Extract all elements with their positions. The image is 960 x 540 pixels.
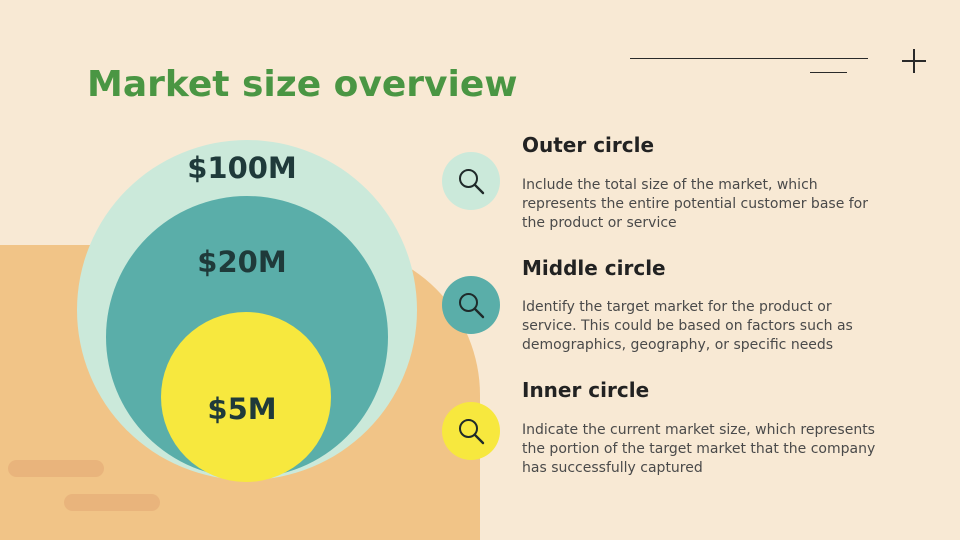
middle-circle-heading: Middle circle [522,256,666,280]
inner-circle [161,312,331,482]
search-icon [459,419,485,445]
inner-circle-description: Indicate the current market size, which … [522,422,876,476]
middle-search-icon-badge [442,276,500,334]
outer-circle-value: $100M [187,151,297,185]
middle-circle-description: Identify the target market for the produ… [522,299,853,353]
outer-circle-description: Include the total size of the market, wh… [522,177,869,231]
search-icon [459,293,485,319]
decorative-pill [64,494,160,511]
plus-icon [902,49,926,73]
decorative-line [810,72,847,73]
decorative-line [630,58,868,59]
page-title: Market size overview [87,64,518,105]
inner-circle-heading: Inner circle [522,378,650,402]
decorative-pill [8,460,104,477]
outer-circle-heading: Outer circle [522,133,655,157]
middle-circle-value: $20M [197,245,287,279]
inner-search-icon-badge [442,402,500,460]
search-icon [459,169,485,195]
outer-search-icon-badge [442,152,500,210]
inner-circle-value: $5M [207,392,277,426]
